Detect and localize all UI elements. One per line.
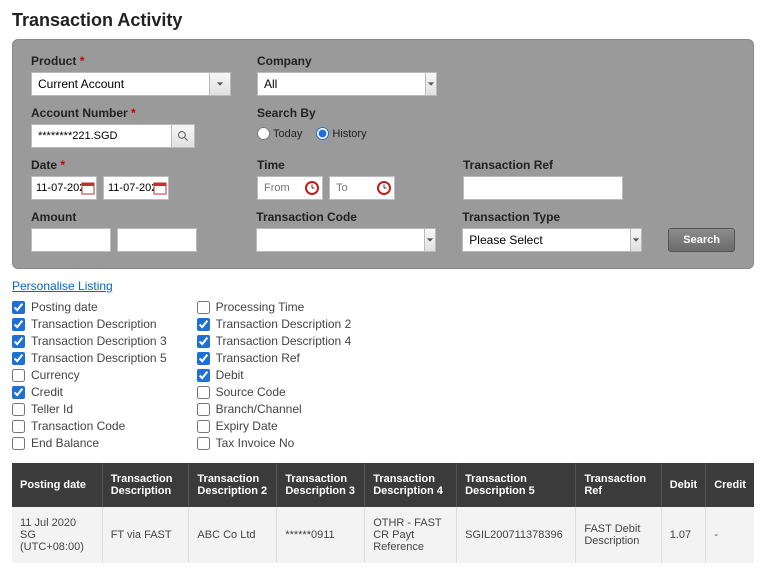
column-toggle[interactable]: Credit: [12, 384, 167, 400]
search-panel: Product * Company Account Number *: [12, 39, 754, 269]
calendar-icon[interactable]: [153, 181, 167, 195]
table-header: Transaction Description 3: [277, 463, 365, 507]
column-toggle[interactable]: Teller Id: [12, 401, 167, 417]
column-toggle[interactable]: Processing Time: [197, 299, 352, 315]
search-button[interactable]: Search: [668, 228, 735, 252]
table-cell: FAST Debit Description: [576, 507, 661, 563]
table-header: Posting date: [12, 463, 102, 507]
table-header: Transaction Description 5: [457, 463, 576, 507]
table-header: Transaction Description 4: [365, 463, 457, 507]
column-toggle[interactable]: Transaction Description 3: [12, 333, 167, 349]
table-header: Debit: [661, 463, 706, 507]
column-toggle[interactable]: Source Code: [197, 384, 352, 400]
transaction-code-select[interactable]: [256, 228, 424, 252]
transaction-type-label: Transaction Type: [462, 210, 642, 224]
table-row: 11 Jul 2020 SG (UTC+08:00)FT via FASTABC…: [12, 507, 754, 563]
table-cell: -: [706, 507, 754, 563]
column-toggle[interactable]: Debit: [197, 367, 352, 383]
table-cell: SGIL200711378396: [457, 507, 576, 563]
table-header: Transaction Description 2: [189, 463, 277, 507]
clock-icon[interactable]: [377, 181, 391, 195]
product-label: Product *: [31, 54, 231, 68]
page-title: Transaction Activity: [12, 10, 754, 31]
company-label: Company: [257, 54, 437, 68]
amount-to-input[interactable]: [117, 228, 197, 252]
account-number-label: Account Number *: [31, 106, 231, 120]
table-cell: ABC Co Ltd: [189, 507, 277, 563]
column-toggle[interactable]: End Balance: [12, 435, 167, 451]
table-cell: FT via FAST: [102, 507, 189, 563]
transaction-code-dropdown-button[interactable]: [424, 228, 436, 252]
column-toggle[interactable]: Transaction Description 2: [197, 316, 352, 332]
date-label: Date *: [31, 158, 231, 172]
table-header: Credit: [706, 463, 754, 507]
column-checkboxes: Posting dateTransaction DescriptionTrans…: [12, 299, 754, 451]
column-toggle[interactable]: Transaction Ref: [197, 350, 352, 366]
search-icon: [177, 130, 189, 142]
results-table: Posting dateTransaction DescriptionTrans…: [12, 463, 754, 563]
account-number-input[interactable]: [31, 124, 171, 148]
column-toggle[interactable]: Posting date: [12, 299, 167, 315]
amount-label: Amount: [31, 210, 230, 224]
table-header: Transaction Ref: [576, 463, 661, 507]
personalise-listing-link[interactable]: Personalise Listing: [12, 279, 113, 293]
table-cell: ******0911: [277, 507, 365, 563]
transaction-type-select[interactable]: [462, 228, 630, 252]
account-search-button[interactable]: [171, 124, 195, 148]
transaction-ref-input[interactable]: [463, 176, 623, 200]
table-cell: OTHR - FAST CR Payt Reference: [365, 507, 457, 563]
column-toggle[interactable]: Currency: [12, 367, 167, 383]
transaction-type-dropdown-button[interactable]: [630, 228, 642, 252]
product-select[interactable]: [31, 72, 209, 96]
search-by-label: Search By: [257, 106, 437, 120]
amount-from-input[interactable]: [31, 228, 111, 252]
table-cell: 11 Jul 2020 SG (UTC+08:00): [12, 507, 102, 563]
clock-icon[interactable]: [305, 181, 319, 195]
column-toggle[interactable]: Transaction Description 5: [12, 350, 167, 366]
transaction-ref-label: Transaction Ref: [463, 158, 623, 172]
radio-today[interactable]: Today: [257, 127, 302, 140]
company-select[interactable]: [257, 72, 425, 96]
column-toggle[interactable]: Tax Invoice No: [197, 435, 352, 451]
column-toggle[interactable]: Transaction Code: [12, 418, 167, 434]
radio-history[interactable]: History: [316, 127, 366, 140]
table-header: Transaction Description: [102, 463, 189, 507]
column-toggle[interactable]: Transaction Description 4: [197, 333, 352, 349]
calendar-icon[interactable]: [81, 181, 95, 195]
column-toggle[interactable]: Transaction Description: [12, 316, 167, 332]
product-dropdown-button[interactable]: [209, 72, 231, 96]
table-cell: 1.07: [661, 507, 706, 563]
transaction-code-label: Transaction Code: [256, 210, 436, 224]
company-dropdown-button[interactable]: [425, 72, 437, 96]
column-toggle[interactable]: Branch/Channel: [197, 401, 352, 417]
time-label: Time: [257, 158, 437, 172]
column-toggle[interactable]: Expiry Date: [197, 418, 352, 434]
